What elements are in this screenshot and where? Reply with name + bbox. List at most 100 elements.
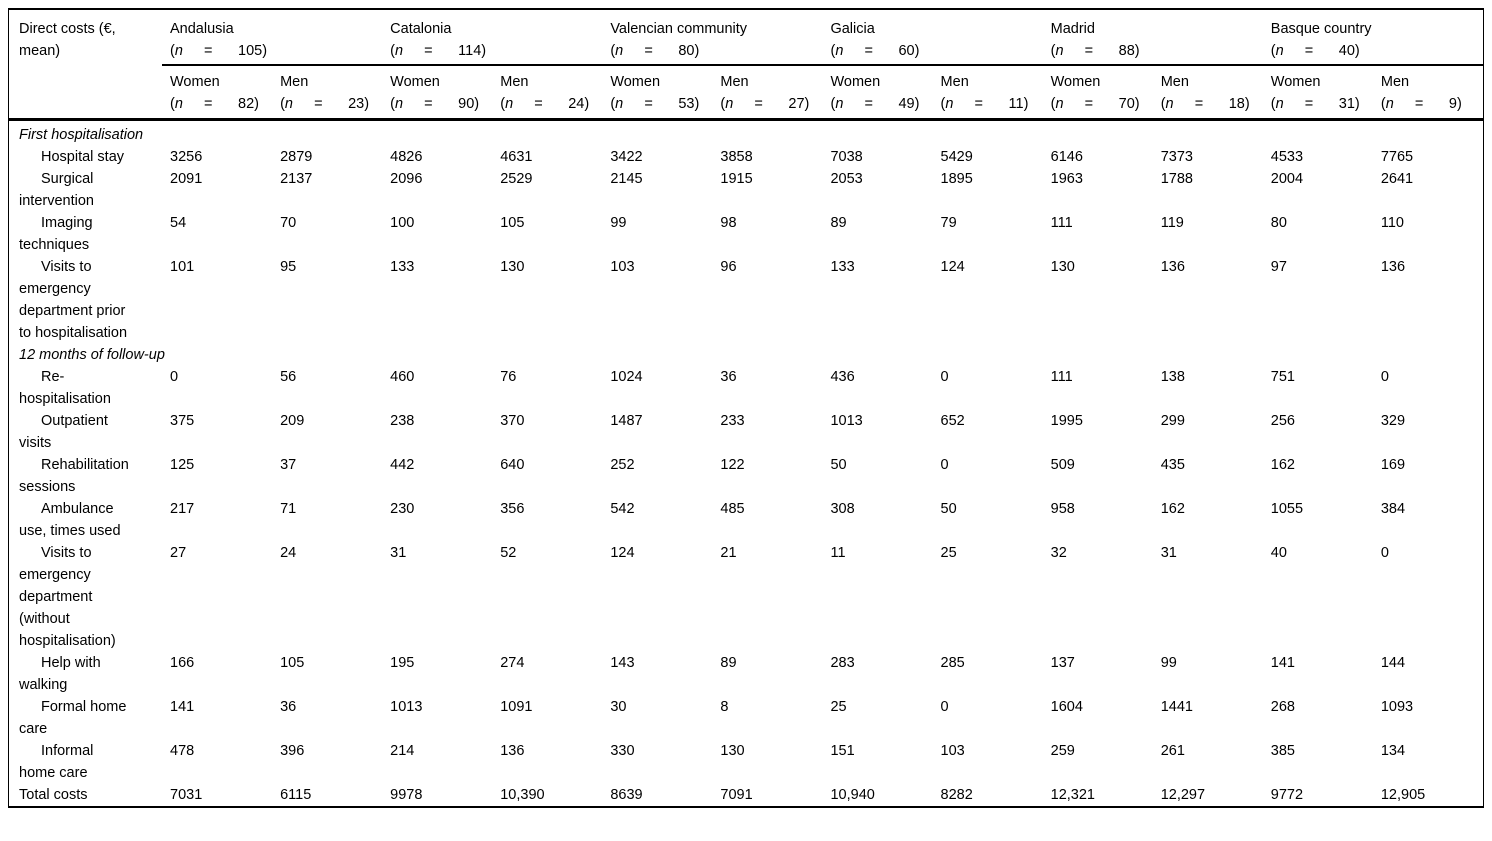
total-value: 7091 <box>720 787 753 803</box>
region-n: (n = 40) <box>1271 40 1483 62</box>
cost-value: 136 <box>500 743 525 759</box>
n-prefix: ( <box>1160 96 1166 112</box>
n-suffix: ) <box>914 43 920 59</box>
cost-value: 195 <box>390 655 415 671</box>
region-header: Catalonia (n = 114) <box>382 10 603 66</box>
cost-value: 111 <box>1050 369 1073 385</box>
n-symbol: n <box>945 96 954 112</box>
region-name: Catalonia <box>390 21 452 37</box>
cost-value: 79 <box>940 215 957 231</box>
cost-value: 2137 <box>280 171 313 187</box>
n-suffix: ) <box>914 96 920 112</box>
n-prefix: ( <box>1380 96 1386 112</box>
cost-value: 958 <box>1050 501 1075 517</box>
cost-value: 25 <box>940 545 957 561</box>
cost-value: 2145 <box>610 171 643 187</box>
region-header: Andalusia (n = 105) <box>162 10 383 66</box>
subgroup-n: (n = 31) <box>1271 93 1373 115</box>
region-header: Galicia (n = 60) <box>822 10 1043 66</box>
n-prefix: ( <box>610 43 616 59</box>
cost-value: 2641 <box>1380 171 1414 187</box>
n-suffix: ) <box>694 43 700 59</box>
n-suffix: ) <box>1354 96 1360 112</box>
cost-value: 1093 <box>1380 699 1414 715</box>
cost-row: Informal home care 478 396 214 136 330 130 151 1… <box>9 740 1483 784</box>
section-row: 12 months of follow-up <box>9 344 1483 366</box>
cost-value: 105 <box>500 215 525 231</box>
cost-value: 40 <box>1270 545 1287 561</box>
cost-row: Visits to emergency department prior to … <box>9 256 1483 344</box>
cost-row: Visits to emergency department (without … <box>9 542 1483 652</box>
cost-value: 356 <box>500 501 525 517</box>
n-symbol: n <box>284 96 293 112</box>
page: Direct costs (€, mean) Andalusia (n = 105) Ca… <box>8 8 1484 808</box>
n-prefix: ( <box>280 96 285 112</box>
total-value: 12,297 <box>1160 787 1206 803</box>
subgroup-label: Men <box>720 74 749 90</box>
cost-value: 124 <box>610 545 635 561</box>
n-suffix: ) <box>584 96 590 112</box>
cost-value: 27 <box>170 545 187 561</box>
subgroup-label: Women <box>830 74 881 90</box>
row-label: Rehabilitation sessions <box>19 457 129 495</box>
region-header: Basque country (n = 40) <box>1262 10 1483 66</box>
cost-value: 1487 <box>610 413 643 429</box>
n-value: 31 <box>1338 96 1355 112</box>
cost-value: 542 <box>610 501 635 517</box>
n-value: 80 <box>678 43 695 59</box>
n-suffix: ) <box>1023 96 1029 112</box>
cost-value: 2879 <box>280 149 313 165</box>
cost-value: 0 <box>1380 545 1389 561</box>
cost-value: 1963 <box>1050 171 1083 187</box>
n-value: 70 <box>1118 96 1135 112</box>
n-symbol: n <box>1055 96 1064 112</box>
corner-label: Direct costs (€, mean) <box>19 21 116 59</box>
region-header-row: Direct costs (€, mean) Andalusia (n = 105) Ca… <box>9 10 1483 121</box>
n-value: 18 <box>1228 96 1245 112</box>
n-prefix: ( <box>830 43 836 59</box>
cost-value: 133 <box>830 259 855 275</box>
cost-row: Formal home care 141 36 1013 1091 30 8 25 0 1604 1… <box>9 696 1483 740</box>
cost-value: 1024 <box>610 369 643 385</box>
cost-value: 30 <box>610 699 627 715</box>
total-value: 9772 <box>1270 787 1304 803</box>
n-value: 53 <box>678 96 695 112</box>
n-value: 114 <box>458 43 482 59</box>
n-prefix: ( <box>390 96 395 112</box>
region-n: (n = 88) <box>1051 40 1263 62</box>
subgroup-n: (n = 18) <box>1161 93 1263 115</box>
cost-value: 751 <box>1270 369 1295 385</box>
cost-value: 36 <box>720 369 737 385</box>
total-value: 12,321 <box>1050 787 1095 803</box>
n-suffix: ) <box>694 96 700 112</box>
subgroup-label: Women <box>390 74 440 90</box>
cost-value: 24 <box>280 545 297 561</box>
row-label: Ambulance use, times used <box>19 501 121 539</box>
n-symbol: n <box>395 96 404 112</box>
n-equals: = <box>1414 96 1424 112</box>
cost-value: 1788 <box>1160 171 1193 187</box>
n-prefix: ( <box>170 96 175 112</box>
cost-value: 76 <box>500 369 517 385</box>
n-symbol: n <box>615 96 624 112</box>
cost-value: 7765 <box>1380 149 1414 165</box>
cost-value: 169 <box>1380 457 1406 473</box>
cost-value: 136 <box>1160 259 1185 275</box>
cost-value: 652 <box>940 413 965 429</box>
subgroup-header-row: Women (n = 82) Men (n = 23) Women (n = 90) Men (n = 24)… <box>9 65 1483 121</box>
n-prefix: ( <box>830 96 836 112</box>
n-value: 11 <box>1008 96 1024 112</box>
cost-value: 2096 <box>390 171 423 187</box>
subgroup-label: Women <box>1050 74 1101 90</box>
n-equals: = <box>864 96 873 112</box>
region-header: Madrid (n = 88) <box>1042 10 1263 66</box>
subgroup-n: (n = 24) <box>500 93 602 115</box>
cost-value: 0 <box>940 699 949 715</box>
cost-value: 143 <box>610 655 635 671</box>
cost-value: 370 <box>500 413 525 429</box>
row-label: Formal home care <box>19 699 127 737</box>
subgroup-header: Men (n = 18) <box>1152 65 1263 121</box>
n-symbol: n <box>174 96 183 112</box>
total-value: 12,905 <box>1380 787 1426 803</box>
subgroup-header: Women (n = 53) <box>602 65 713 121</box>
